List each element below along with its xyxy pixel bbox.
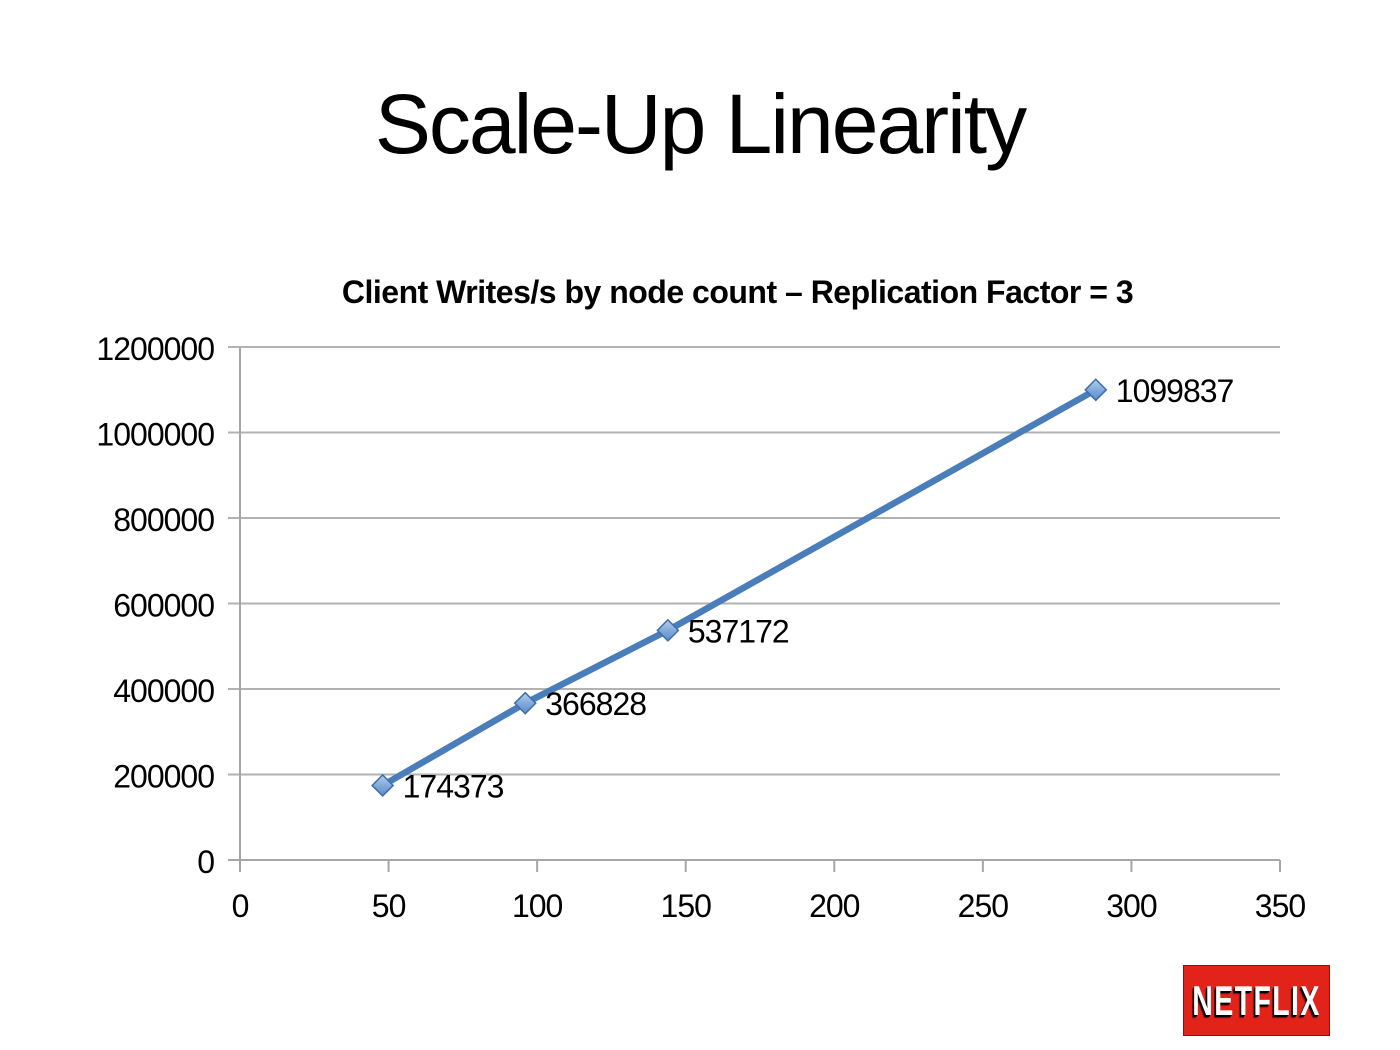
netflix-logo-text: NETFLIX xyxy=(1192,976,1321,1024)
data-point-label: 366828 xyxy=(545,686,646,722)
y-tick-label: 1000000 xyxy=(96,417,214,453)
data-point-label: 1099837 xyxy=(1116,373,1234,409)
x-tick-label: 350 xyxy=(1255,888,1306,924)
y-tick-label: 0 xyxy=(197,844,214,880)
y-tick-label: 800000 xyxy=(113,502,214,538)
y-tick-label: 200000 xyxy=(113,759,214,795)
data-point-marker xyxy=(656,618,680,642)
chart-title: Client Writes/s by node count – Replicat… xyxy=(341,274,1134,310)
y-tick-label: 400000 xyxy=(113,673,214,709)
data-point-marker xyxy=(513,691,537,715)
x-tick-label: 250 xyxy=(958,888,1009,924)
y-tick-label: 600000 xyxy=(113,588,214,624)
x-tick-label: 150 xyxy=(661,888,712,924)
y-tick-label: 1200000 xyxy=(96,331,214,367)
x-tick-label: 200 xyxy=(809,888,860,924)
netflix-logo: NETFLIX xyxy=(1183,965,1330,1036)
data-point-marker xyxy=(371,773,395,798)
x-tick-label: 100 xyxy=(512,888,563,924)
data-point-label: 174373 xyxy=(403,768,504,804)
x-tick-label: 0 xyxy=(232,888,249,924)
series-line xyxy=(379,386,1100,789)
x-tick-label: 300 xyxy=(1106,888,1157,924)
x-tick-label: 50 xyxy=(372,888,406,924)
slide-title: Scale-Up Linearity xyxy=(374,77,1027,171)
data-point-marker xyxy=(1084,378,1108,402)
data-point-label: 537172 xyxy=(688,613,789,649)
